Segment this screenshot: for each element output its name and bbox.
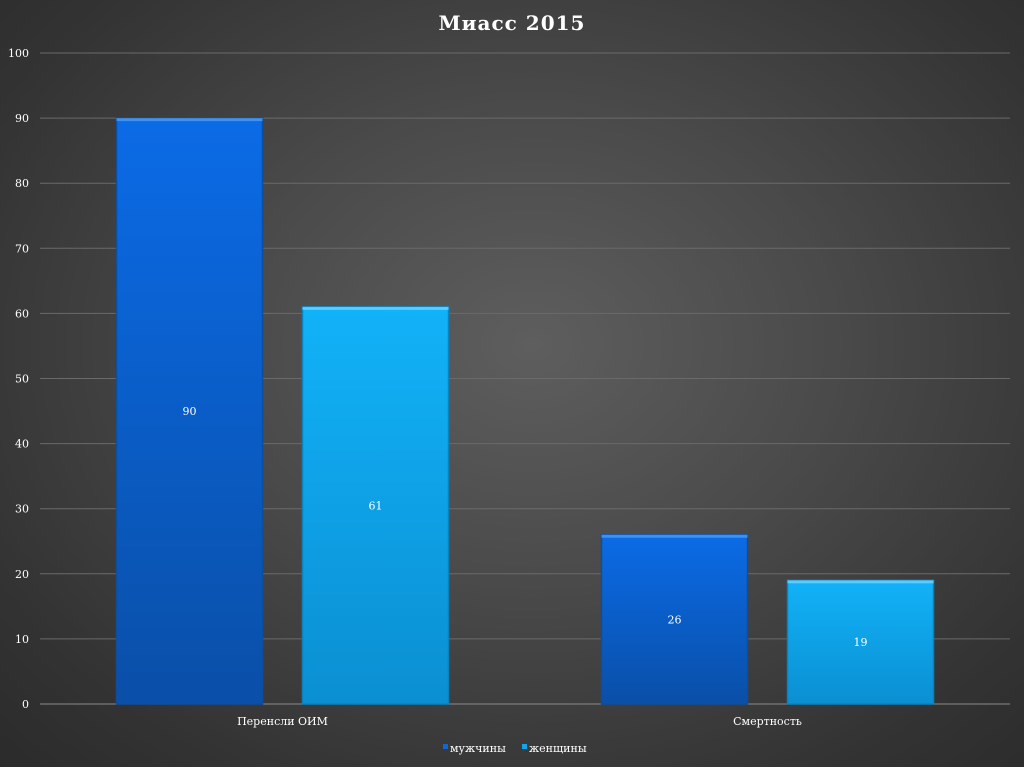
y-tick-label: 60 — [15, 307, 29, 320]
y-tick-label: 40 — [15, 438, 29, 451]
bar-women-2 — [786, 579, 935, 705]
data-label: 61 — [369, 499, 383, 512]
legend-label: мужчины — [450, 742, 506, 755]
x-axis-category-labels: Перенсли ОИМ Смертность — [237, 715, 802, 728]
y-tick-label: 50 — [15, 373, 29, 386]
data-label: 26 — [668, 613, 682, 626]
data-label: 90 — [183, 405, 197, 418]
y-tick-label: 0 — [22, 698, 29, 711]
bar-highlight — [601, 534, 748, 538]
legend-swatch — [443, 744, 448, 749]
bar-highlight — [116, 118, 263, 122]
y-tick-label: 80 — [15, 177, 29, 190]
data-label: 19 — [854, 636, 868, 649]
chart-title: Миасс 2015 — [439, 11, 586, 35]
bar-women-1 — [301, 306, 450, 705]
legend-label: женщины — [529, 742, 587, 755]
legend: мужчины женщины — [443, 742, 587, 755]
bar-men-1 — [115, 117, 264, 705]
bar-highlight — [787, 580, 934, 584]
y-tick-label: 90 — [15, 112, 29, 125]
bars — [115, 117, 935, 705]
y-tick-label: 20 — [15, 568, 29, 581]
y-axis-tick-labels: 0 10 20 30 40 50 60 70 80 90 100 — [8, 47, 29, 711]
bar-highlight — [302, 306, 449, 310]
bar-men-2 — [600, 533, 749, 705]
y-tick-label: 30 — [15, 503, 29, 516]
category-label: Смертность — [733, 715, 802, 728]
category-label: Перенсли ОИМ — [237, 715, 328, 728]
y-tick-label: 70 — [15, 242, 29, 255]
legend-swatch — [522, 744, 527, 749]
data-labels: 90 61 26 19 — [183, 405, 868, 649]
y-tick-label: 10 — [15, 633, 29, 646]
y-tick-label: 100 — [8, 47, 29, 60]
